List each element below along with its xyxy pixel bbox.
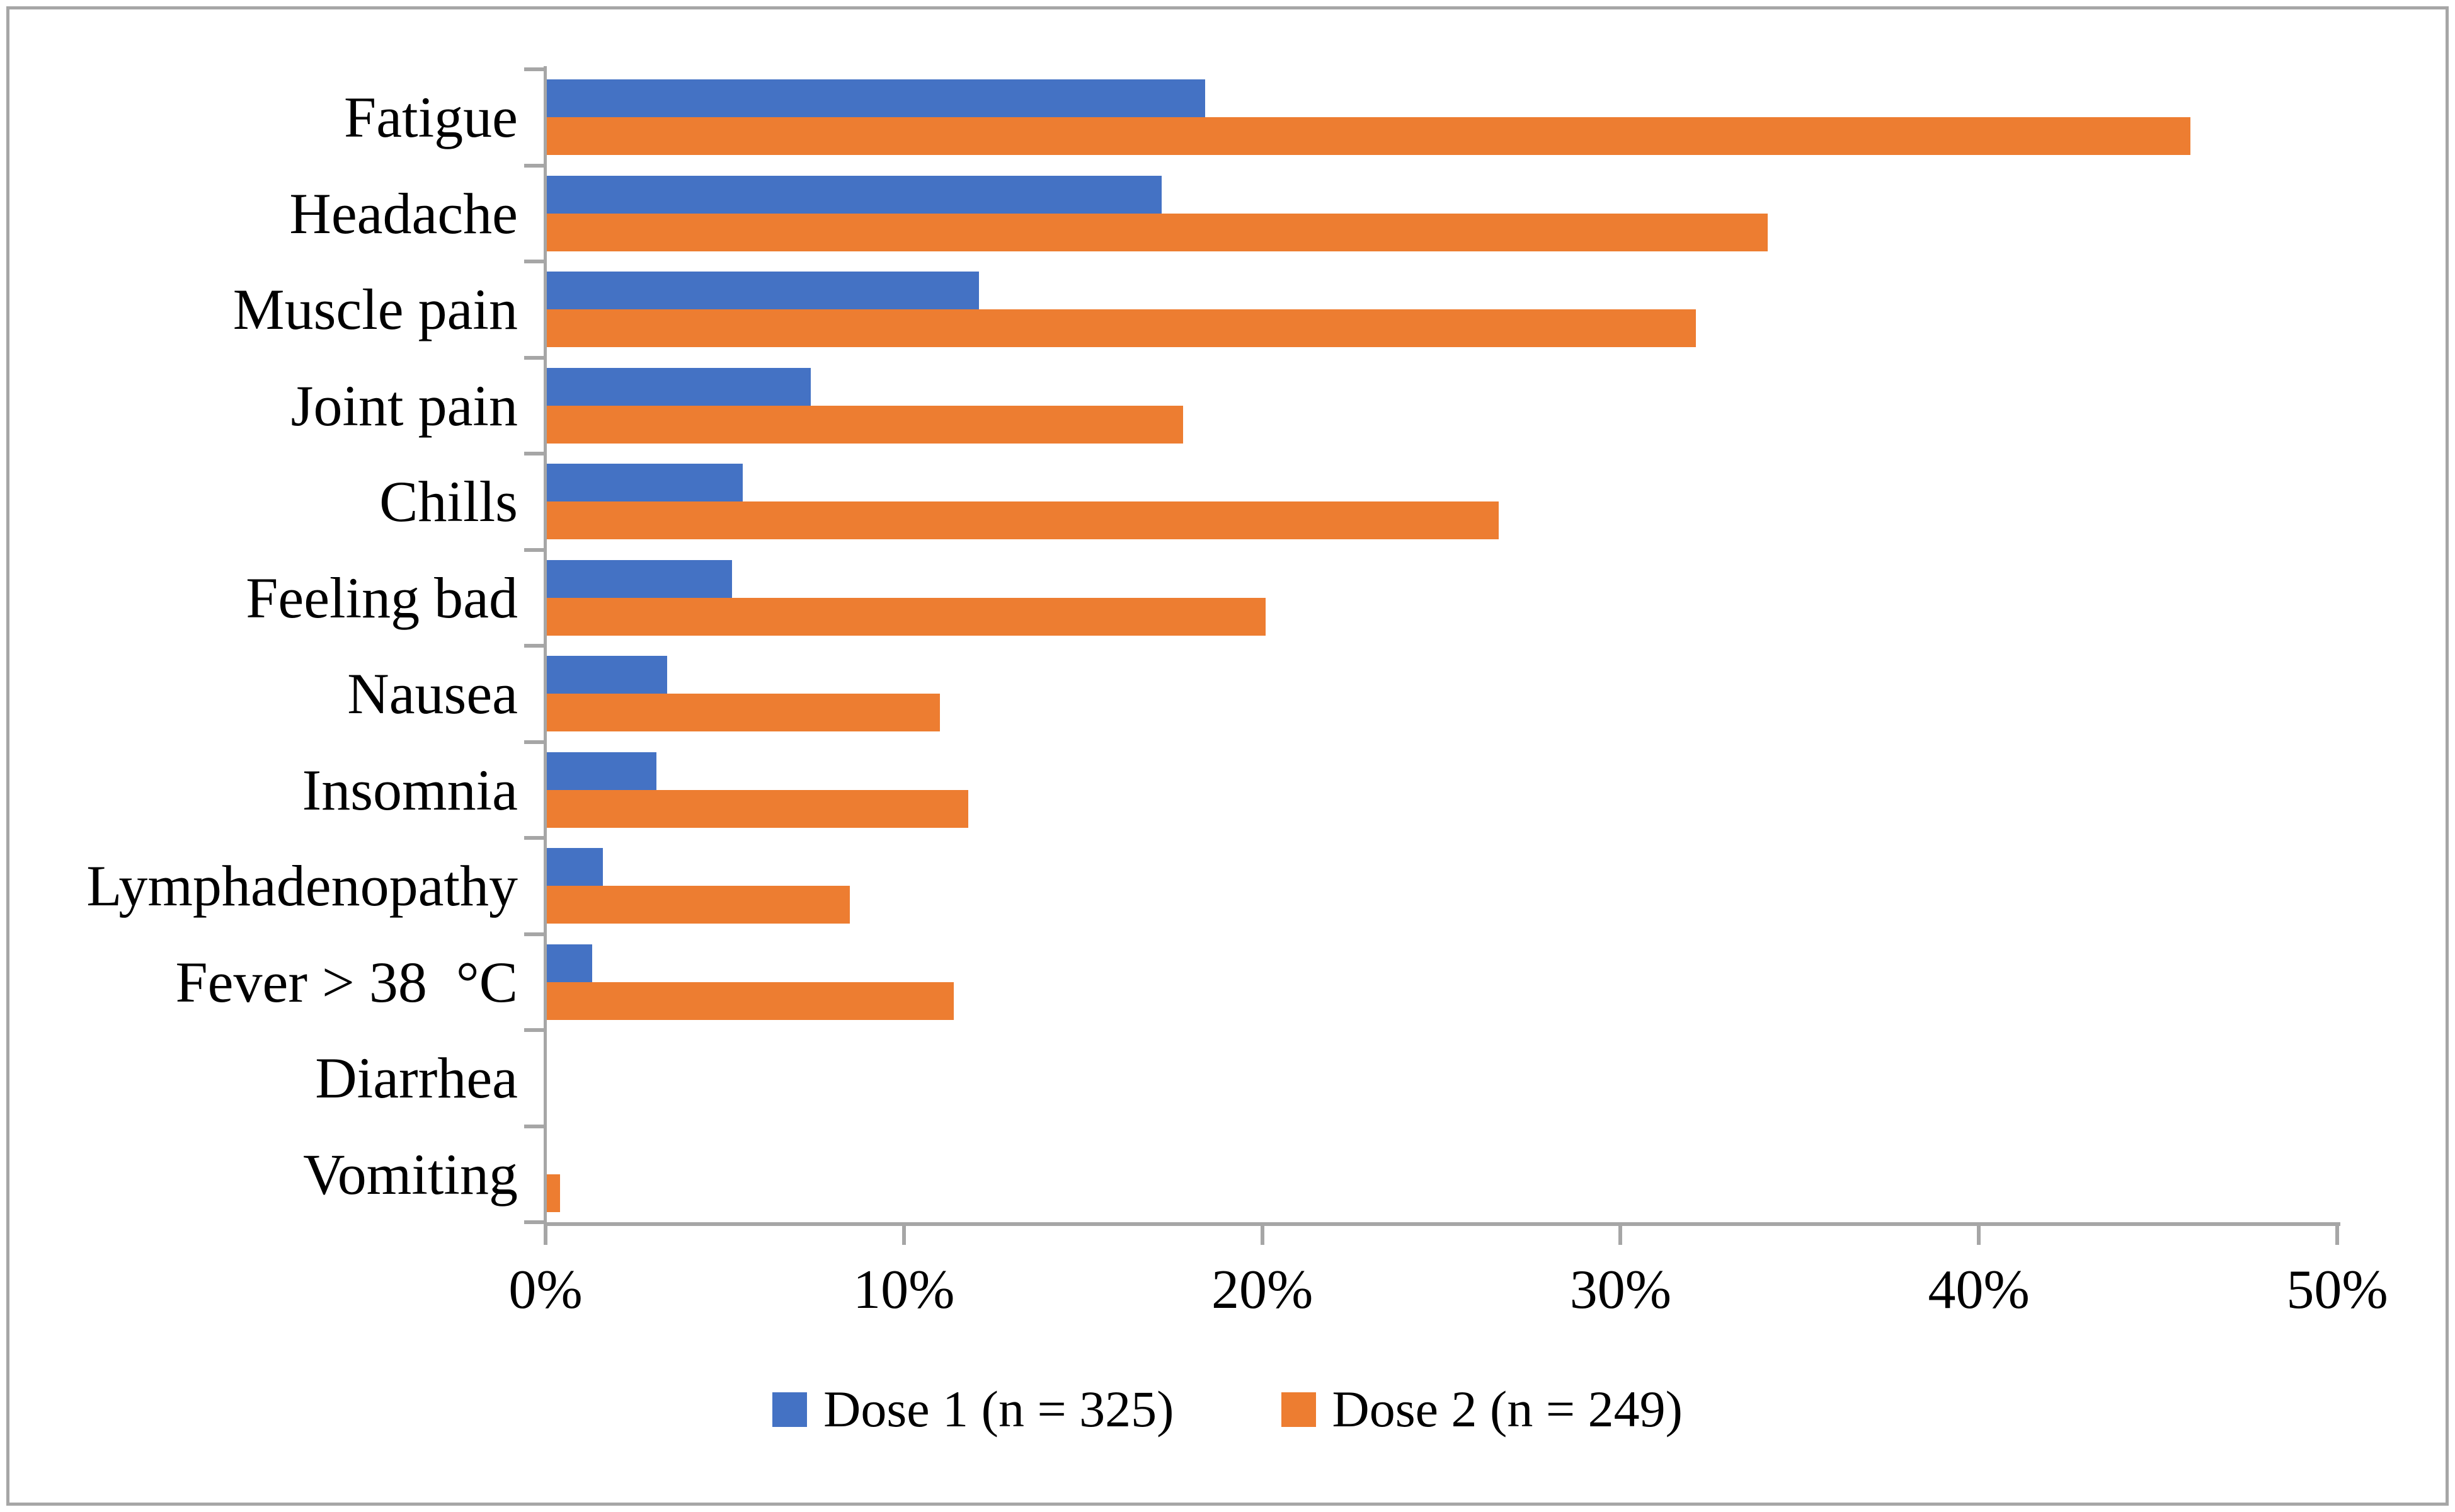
category-label: Feeling bad bbox=[246, 565, 518, 630]
y-axis-tick bbox=[524, 547, 544, 552]
x-axis-tick-label: 0% bbox=[508, 1259, 583, 1320]
category-row: Fatigue bbox=[0, 69, 2337, 166]
x-axis-tick-label: 20% bbox=[1211, 1259, 1313, 1320]
x-axis-tick bbox=[1260, 1226, 1264, 1245]
bar-dose1 bbox=[546, 848, 603, 886]
legend-item-dose1: Dose 1 (n = 325) bbox=[772, 1383, 1174, 1435]
bar-dose2 bbox=[546, 309, 1696, 347]
y-axis-tick bbox=[524, 1028, 544, 1032]
category-row: Fever > 38 °C bbox=[0, 934, 2337, 1031]
x-axis-tick bbox=[1977, 1226, 1981, 1245]
y-axis-tick bbox=[524, 740, 544, 744]
category-label: Muscle pain bbox=[232, 277, 518, 342]
category-row: Feeling bad bbox=[0, 550, 2337, 646]
x-axis-tick bbox=[2335, 1226, 2339, 1245]
x-axis-tick bbox=[544, 1226, 547, 1245]
x-axis-tick bbox=[1618, 1226, 1623, 1245]
category-label: Fever > 38 °C bbox=[175, 949, 518, 1014]
category-label: Headache bbox=[289, 181, 518, 246]
bar-dose2 bbox=[546, 405, 1184, 444]
x-axis-line bbox=[544, 1222, 2340, 1226]
y-axis-tick bbox=[524, 163, 544, 168]
bar-dose2 bbox=[546, 789, 969, 828]
y-axis-tick bbox=[524, 452, 544, 455]
y-axis-tick bbox=[524, 1124, 544, 1128]
category-row: Diarrhea bbox=[0, 1030, 2337, 1126]
dose1-swatch bbox=[772, 1392, 808, 1427]
category-row: Chills bbox=[0, 454, 2337, 550]
bar-dose2 bbox=[546, 597, 1266, 636]
bar-dose1 bbox=[546, 367, 811, 406]
legend-item-dose2: Dose 2 (n = 249) bbox=[1281, 1383, 1683, 1435]
category-row: Vomiting bbox=[0, 1126, 2337, 1223]
category-label: Fatigue bbox=[344, 85, 518, 150]
bar-dose1 bbox=[546, 944, 592, 982]
category-row: Insomnia bbox=[0, 742, 2337, 839]
dose2-swatch bbox=[1281, 1392, 1316, 1427]
bar-dose1 bbox=[546, 175, 1162, 214]
y-axis-tick bbox=[524, 1220, 544, 1224]
bar-dose2 bbox=[546, 501, 1499, 539]
y-axis-tick bbox=[524, 67, 544, 71]
legend: Dose 1 (n = 325) Dose 2 (n = 249) bbox=[0, 1383, 2455, 1435]
x-axis-tick-label: 50% bbox=[2286, 1259, 2388, 1320]
bar-dose2 bbox=[546, 213, 1768, 251]
bar-dose1 bbox=[546, 464, 743, 501]
bar-dose1 bbox=[546, 272, 980, 309]
y-axis-line bbox=[544, 66, 547, 1226]
x-axis-tick-label: 10% bbox=[853, 1259, 955, 1320]
x-axis-tick-label: 30% bbox=[1569, 1259, 1672, 1320]
bar-dose2 bbox=[546, 982, 954, 1020]
category-label: Vomiting bbox=[303, 1142, 518, 1206]
bar-dose2 bbox=[546, 1174, 560, 1212]
bar-dose1 bbox=[546, 752, 657, 790]
plot-area: Fatigue Headache Muscle pain Joint pain Chil… bbox=[0, 69, 2337, 1222]
category-label: Chills bbox=[379, 469, 518, 534]
bar-dose1 bbox=[546, 559, 732, 598]
category-row: Lymphadenopathy bbox=[0, 838, 2337, 934]
bar-dose2 bbox=[546, 117, 2190, 155]
x-axis-tick bbox=[901, 1226, 906, 1245]
bar-dose1 bbox=[546, 79, 1205, 117]
category-label: Diarrhea bbox=[315, 1046, 518, 1111]
bar-dose2 bbox=[546, 886, 850, 924]
legend-label-dose1: Dose 1 (n = 325) bbox=[823, 1380, 1174, 1438]
category-row: Joint pain bbox=[0, 358, 2337, 454]
y-axis-tick bbox=[524, 836, 544, 840]
category-label: Insomnia bbox=[302, 757, 518, 822]
y-axis-tick bbox=[524, 260, 544, 263]
category-row: Muscle pain bbox=[0, 261, 2337, 358]
y-axis-tick bbox=[524, 644, 544, 648]
legend-label-dose2: Dose 2 (n = 249) bbox=[1332, 1380, 1683, 1438]
category-label: Lymphadenopathy bbox=[86, 854, 518, 919]
bar-dose2 bbox=[546, 694, 940, 731]
category-row: Nausea bbox=[0, 646, 2337, 742]
category-row: Headache bbox=[0, 166, 2337, 262]
x-axis-tick-label: 40% bbox=[1928, 1259, 2030, 1320]
category-label: Joint pain bbox=[290, 373, 518, 438]
y-axis-tick bbox=[524, 932, 544, 936]
y-axis-tick bbox=[524, 355, 544, 360]
bar-dose1 bbox=[546, 656, 668, 694]
category-label: Nausea bbox=[347, 662, 518, 726]
